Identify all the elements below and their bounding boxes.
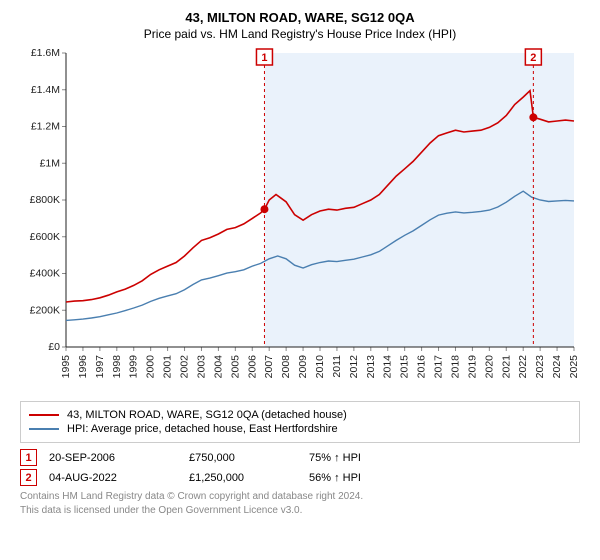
- svg-text:2005: 2005: [229, 355, 241, 379]
- svg-text:2019: 2019: [466, 355, 478, 379]
- transaction-date: 20-SEP-2006: [49, 452, 189, 464]
- transaction-row: 2 04-AUG-2022 £1,250,000 56% ↑ HPI: [20, 469, 580, 486]
- svg-text:2010: 2010: [314, 355, 326, 379]
- svg-text:£1.6M: £1.6M: [31, 47, 60, 59]
- svg-text:2006: 2006: [246, 355, 258, 379]
- svg-text:£600K: £600K: [30, 231, 60, 243]
- transaction-date: 04-AUG-2022: [49, 472, 189, 484]
- svg-text:2016: 2016: [416, 355, 428, 379]
- svg-text:2003: 2003: [195, 355, 207, 379]
- legend-swatch: [29, 428, 59, 430]
- svg-text:2018: 2018: [449, 355, 461, 379]
- svg-text:2011: 2011: [331, 355, 343, 378]
- footer: Contains HM Land Registry data © Crown c…: [20, 490, 580, 517]
- legend: 43, MILTON ROAD, WARE, SG12 0QA (detache…: [20, 401, 580, 443]
- svg-text:2014: 2014: [382, 355, 394, 379]
- svg-text:2002: 2002: [179, 355, 191, 379]
- chart-title: 43, MILTON ROAD, WARE, SG12 0QA: [10, 10, 590, 25]
- svg-text:£1.4M: £1.4M: [31, 84, 60, 96]
- svg-text:2021: 2021: [500, 355, 512, 379]
- svg-text:2025: 2025: [568, 355, 580, 379]
- svg-text:2009: 2009: [297, 355, 309, 379]
- svg-text:£400K: £400K: [30, 268, 60, 280]
- svg-text:1999: 1999: [128, 355, 140, 379]
- line-chart: £0 £200K £400K £600K £800K £1M £1.2M £1.4M £1.6M…: [20, 47, 580, 397]
- svg-text:2: 2: [530, 52, 536, 64]
- svg-text:£0: £0: [48, 341, 60, 353]
- svg-text:2013: 2013: [365, 355, 377, 379]
- svg-text:2004: 2004: [212, 355, 224, 379]
- svg-text:2020: 2020: [483, 355, 495, 379]
- svg-text:£800K: £800K: [30, 194, 60, 206]
- chart-container: 43, MILTON ROAD, WARE, SG12 0QA Price pa…: [0, 0, 600, 560]
- legend-label: HPI: Average price, detached house, East…: [67, 423, 338, 435]
- svg-text:2007: 2007: [263, 355, 275, 379]
- svg-text:2008: 2008: [280, 355, 292, 379]
- transaction-marker: 1: [20, 449, 37, 466]
- transaction-hpi: 75% ↑ HPI: [309, 452, 449, 464]
- svg-text:1995: 1995: [60, 355, 72, 379]
- svg-text:1: 1: [261, 52, 267, 64]
- svg-text:£200K: £200K: [30, 304, 60, 316]
- transaction-row: 1 20-SEP-2006 £750,000 75% ↑ HPI: [20, 449, 580, 466]
- chart-subtitle: Price paid vs. HM Land Registry's House …: [10, 27, 590, 41]
- svg-text:2001: 2001: [162, 355, 174, 379]
- svg-text:£1M: £1M: [40, 157, 60, 169]
- svg-text:2017: 2017: [433, 355, 445, 379]
- transaction-marker: 2: [20, 469, 37, 486]
- transaction-price: £1,250,000: [189, 472, 309, 484]
- transaction-hpi: 56% ↑ HPI: [309, 472, 449, 484]
- svg-text:2022: 2022: [517, 355, 529, 379]
- svg-text:2024: 2024: [551, 355, 563, 379]
- legend-item: 43, MILTON ROAD, WARE, SG12 0QA (detache…: [29, 409, 571, 421]
- svg-text:2000: 2000: [145, 355, 157, 379]
- svg-text:1997: 1997: [94, 355, 106, 379]
- footer-line: This data is licensed under the Open Gov…: [20, 504, 580, 518]
- legend-item: HPI: Average price, detached house, East…: [29, 423, 571, 435]
- transactions-table: 1 20-SEP-2006 £750,000 75% ↑ HPI 2 04-AU…: [20, 449, 580, 486]
- footer-line: Contains HM Land Registry data © Crown c…: [20, 490, 580, 504]
- svg-text:2012: 2012: [348, 355, 360, 379]
- legend-swatch: [29, 414, 59, 416]
- svg-text:2015: 2015: [399, 355, 411, 379]
- chart-plot-area: £0 £200K £400K £600K £800K £1M £1.2M £1.4M £1.6M…: [20, 47, 580, 397]
- svg-text:1996: 1996: [77, 355, 89, 379]
- legend-label: 43, MILTON ROAD, WARE, SG12 0QA (detache…: [67, 409, 347, 421]
- svg-text:£1.2M: £1.2M: [31, 121, 60, 133]
- svg-text:1998: 1998: [111, 355, 123, 379]
- transaction-price: £750,000: [189, 452, 309, 464]
- svg-text:2023: 2023: [534, 355, 546, 379]
